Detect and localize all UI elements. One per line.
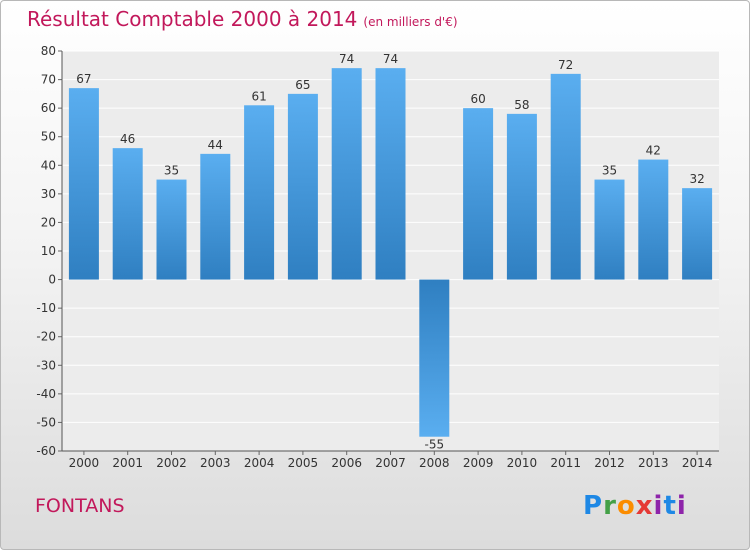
logo-letter: o <box>616 491 636 521</box>
x-tick-label: 2005 <box>288 456 319 470</box>
bar <box>68 88 99 280</box>
bar <box>112 148 143 280</box>
x-tick-label: 2001 <box>112 456 143 470</box>
bar <box>419 279 450 437</box>
bar-value-label: 74 <box>383 52 398 66</box>
y-tick-label: 0 <box>48 273 56 287</box>
y-tick-label: 30 <box>41 187 56 201</box>
y-tick-label: 50 <box>41 130 56 144</box>
bar-value-label: 67 <box>76 72 91 86</box>
y-tick-label: 60 <box>41 101 56 115</box>
x-tick-label: 2013 <box>638 456 669 470</box>
bar-value-label: 60 <box>470 92 485 106</box>
x-tick-label: 2006 <box>331 456 362 470</box>
x-tick-label: 2014 <box>682 456 713 470</box>
bar <box>638 159 669 280</box>
proxiti-logo: Proxiti <box>583 491 687 521</box>
y-tick-label: 70 <box>41 73 56 87</box>
x-tick-label: 2012 <box>594 456 625 470</box>
y-tick-label: -20 <box>36 330 56 344</box>
y-tick-label: -10 <box>36 301 56 315</box>
bar-value-label: -55 <box>424 438 444 452</box>
y-tick-label: -60 <box>36 444 56 458</box>
y-tick-label: -40 <box>36 387 56 401</box>
x-tick-label: 2009 <box>463 456 494 470</box>
bar-value-label: 32 <box>689 172 704 186</box>
bar <box>200 153 231 280</box>
bar <box>550 73 581 280</box>
chart-title: Résultat Comptable 2000 à 2014 (en millie… <box>27 7 458 31</box>
x-tick-label: 2008 <box>419 456 450 470</box>
bar-value-label: 46 <box>120 132 135 146</box>
x-tick-label: 2002 <box>156 456 187 470</box>
y-tick-label: -50 <box>36 415 56 429</box>
bar <box>156 179 187 280</box>
bar <box>682 188 713 280</box>
bar-value-label: 44 <box>208 138 223 152</box>
bar <box>506 113 537 280</box>
bar-value-label: 42 <box>646 144 661 158</box>
bar-value-label: 61 <box>251 89 266 103</box>
logo-letter: x <box>635 491 654 521</box>
bar <box>331 68 362 280</box>
chart-title-text: Résultat Comptable 2000 à 2014 <box>27 7 358 31</box>
x-tick-label: 2004 <box>244 456 275 470</box>
chart-subtitle: (en milliers d'€) <box>363 15 458 29</box>
y-tick-label: 40 <box>41 158 56 172</box>
logo-letter: i <box>653 491 664 521</box>
bar-value-label: 35 <box>602 164 617 178</box>
y-tick-label: 80 <box>41 44 56 58</box>
y-tick-label: -30 <box>36 358 56 372</box>
x-tick-label: 2000 <box>69 456 100 470</box>
bar-value-label: 74 <box>339 52 354 66</box>
x-tick-label: 2011 <box>550 456 581 470</box>
y-tick-label: 20 <box>41 215 56 229</box>
logo-letter: i <box>676 491 687 521</box>
logo-letter: P <box>583 491 604 521</box>
logo-letter: r <box>603 491 617 521</box>
x-tick-label: 2007 <box>375 456 406 470</box>
bar <box>594 179 625 280</box>
x-tick-label: 2010 <box>507 456 538 470</box>
bar <box>287 93 318 280</box>
bar <box>375 68 406 280</box>
y-tick-label: 10 <box>41 244 56 258</box>
bar-value-label: 72 <box>558 58 573 72</box>
logo-letter: t <box>663 491 677 521</box>
commune-name: FONTANS <box>35 495 125 517</box>
bar-value-label: 35 <box>164 164 179 178</box>
x-tick-label: 2003 <box>200 456 231 470</box>
bar-value-label: 65 <box>295 78 310 92</box>
bar <box>244 105 275 280</box>
bar-value-label: 58 <box>514 98 529 112</box>
bar <box>463 108 494 280</box>
